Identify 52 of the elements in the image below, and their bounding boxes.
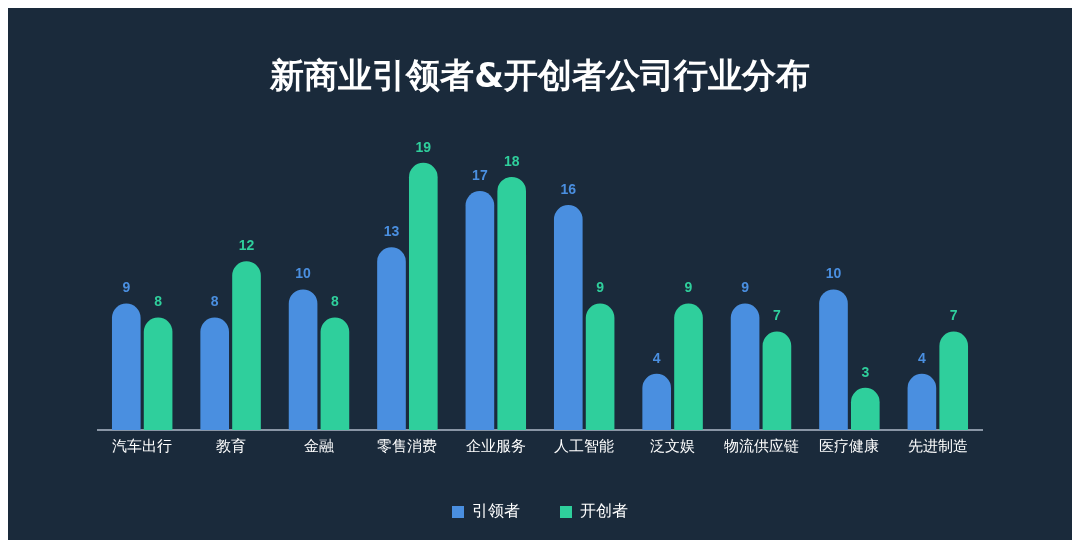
data-label: 8 xyxy=(331,293,340,310)
data-label: 10 xyxy=(825,265,842,282)
x-tick-label: 汽车出行 xyxy=(112,436,173,455)
bar xyxy=(465,190,495,430)
bar xyxy=(232,261,261,430)
legend-label: 开创者 xyxy=(580,501,628,521)
data-label: 4 xyxy=(652,349,661,366)
x-tick-label: 金融 xyxy=(304,436,334,455)
data-label: 10 xyxy=(295,265,312,282)
x-tick-label: 零售消费 xyxy=(377,436,438,455)
data-label: 16 xyxy=(560,180,577,197)
x-tick-label: 人工智能 xyxy=(554,436,615,455)
data-label: 12 xyxy=(238,237,255,254)
bar xyxy=(111,303,141,430)
bar xyxy=(819,289,848,430)
data-label: 9 xyxy=(596,279,605,296)
data-label: 3 xyxy=(861,363,870,380)
data-label: 8 xyxy=(154,293,163,310)
x-tick-label: 教育 xyxy=(215,436,246,455)
data-label: 9 xyxy=(741,279,750,296)
bar xyxy=(497,176,527,430)
bar xyxy=(642,373,672,430)
bar xyxy=(200,317,230,430)
data-label: 18 xyxy=(503,152,520,169)
bar xyxy=(320,317,350,430)
chart-title: 新商业引领者&开创者公司行业分布 xyxy=(269,55,810,96)
data-label: 19 xyxy=(415,138,432,155)
x-tick-label: 物流供应链 xyxy=(723,436,799,455)
data-label: 7 xyxy=(949,307,958,324)
bar xyxy=(730,303,760,430)
legend-label: 引领者 xyxy=(472,501,520,521)
bar xyxy=(585,303,615,430)
data-label: 9 xyxy=(684,279,693,296)
data-label: 13 xyxy=(383,223,400,240)
bar xyxy=(377,247,406,430)
x-tick-label: 医疗健康 xyxy=(819,436,880,455)
data-label: 9 xyxy=(122,279,131,296)
bar xyxy=(288,289,318,430)
x-tick-label: 企业服务 xyxy=(465,436,526,455)
data-label: 7 xyxy=(773,307,782,324)
bar xyxy=(762,331,792,430)
x-tick-label: 先进制造 xyxy=(907,436,968,455)
bar xyxy=(553,205,583,430)
bar xyxy=(907,373,937,430)
x-tick-label: 泛文娱 xyxy=(650,436,696,455)
data-label: 4 xyxy=(917,349,926,366)
data-label: 17 xyxy=(472,166,488,183)
bar xyxy=(408,162,438,430)
data-label: 8 xyxy=(210,293,219,310)
bar xyxy=(939,331,969,430)
bar xyxy=(143,317,173,430)
bar xyxy=(674,303,703,430)
